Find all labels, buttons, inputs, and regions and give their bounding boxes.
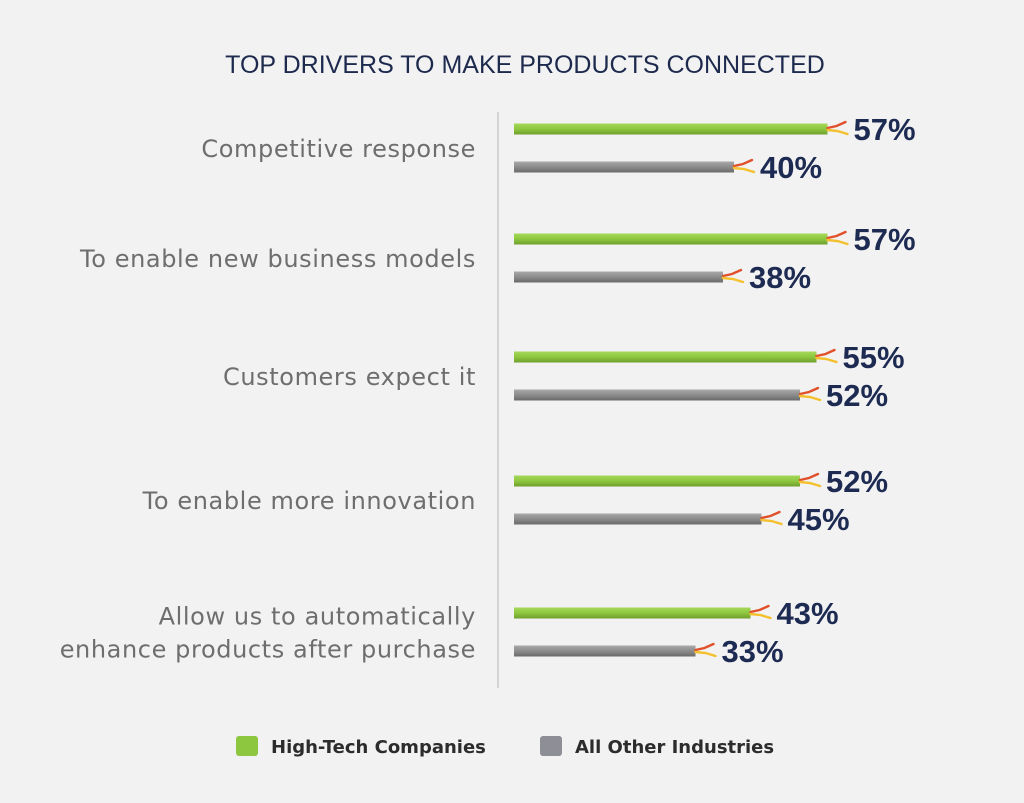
wire-end-icon [721,268,745,284]
legend-item: All Other Industries [540,736,774,758]
wire-end-icon [732,158,756,174]
bar-other-industries [514,271,723,283]
legend: High-Tech Companies All Other Industries [236,736,774,758]
bar-high-tech [514,475,800,487]
value-label: 55% [843,340,905,375]
bar-other-industries [514,513,762,525]
chart-title: TOP DRIVERS TO MAKE PRODUCTS CONNECTED [225,51,825,79]
value-label: 57% [854,222,916,257]
category-group: Competitive response 57% 40% [201,112,915,185]
category-label: Allow us to automatically [159,603,476,631]
wire-end-icon [798,472,822,488]
category-group: Allow us to automatically enhance product… [60,596,839,669]
legend-label: High-Tech Companies [271,737,486,758]
value-label: 38% [749,260,811,295]
category-group: To enable new business models 57% 38% [79,222,916,295]
bar-high-tech [514,123,828,135]
value-label: 57% [854,112,916,147]
value-label: 52% [826,464,888,499]
bar-other-industries [514,389,800,401]
category-label: Competitive response [201,135,476,163]
category-label: Customers expect it [223,363,476,391]
wire-end-icon [826,230,849,246]
category-label: To enable new business models [79,245,476,273]
value-label: 52% [826,378,888,413]
wire-end-icon [798,386,822,402]
value-label: 33% [722,634,784,669]
bar-other-industries [514,645,696,657]
category-label: To enable more innovation [142,487,476,515]
value-label: 40% [760,150,822,185]
bar-high-tech [514,233,828,245]
legend-swatch [236,736,258,756]
wire-end-icon [749,604,772,620]
bar-high-tech [514,607,751,619]
category-group: To enable more innovation 52%45% [142,464,888,537]
bar-groups: Competitive response 57% 40% To enable new … [60,112,916,669]
wire-end-icon [760,510,783,526]
legend-item: High-Tech Companies [236,736,486,758]
value-label: 45% [788,502,850,537]
value-label: 43% [777,596,839,631]
wire-end-icon [826,120,849,136]
legend-label: All Other Industries [575,737,774,758]
wire-end-icon [815,348,838,364]
wire-end-icon [694,642,717,658]
category-label: enhance products after purchase [60,636,476,664]
bar-other-industries [514,161,734,173]
legend-swatch [540,736,562,756]
bar-high-tech [514,351,817,363]
category-group: Customers expect it 55%52% [223,340,905,413]
